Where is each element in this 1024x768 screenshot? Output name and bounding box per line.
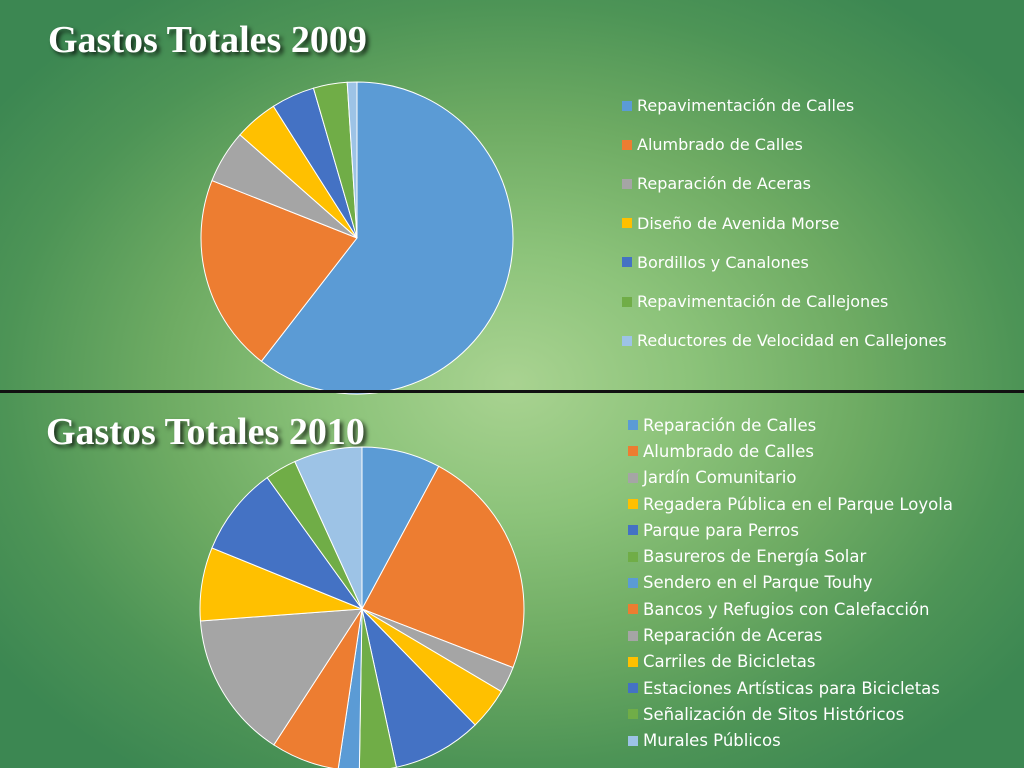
legend-label: Carriles de Bicicletas: [643, 652, 816, 672]
legend-swatch: [622, 335, 632, 346]
legend-label: Diseño de Avenida Morse: [637, 213, 840, 233]
legend-swatch: [628, 577, 638, 588]
legend-item: Alumbrado de Calles: [622, 125, 947, 164]
legend-label: Bordillos y Canalones: [637, 252, 809, 272]
legend-item: Repavimentación de Calles: [622, 86, 947, 125]
legend-item: Jardín Comunitario: [628, 465, 953, 491]
legend-swatch: [622, 218, 632, 229]
legend-swatch: [628, 420, 638, 431]
pie-chart-2009: [200, 81, 514, 395]
legend-item: Señalización de Sitos Históricos: [628, 701, 953, 727]
legend-label: Repavimentación de Callejones: [637, 292, 889, 312]
legend-item: Reductores de Velocidad en Callejones: [622, 321, 947, 360]
legend-item: Reparación de Aceras: [628, 622, 953, 648]
legend-label: Parque para Perros: [643, 520, 799, 540]
pie-slice: [199, 608, 363, 746]
chart-title-2010: Gastos Totales 2010: [46, 411, 365, 453]
legend-item: Estaciones Artísticas para Bicicletas: [628, 675, 953, 701]
legend-item: Reparación de Calles: [628, 412, 953, 438]
legend-label: Alumbrado de Calles: [643, 441, 815, 461]
legend-item: Basureros de Energía Solar: [628, 543, 953, 569]
legend-item: Parque para Perros: [628, 517, 953, 543]
legend-item: Diseño de Avenida Morse: [622, 204, 947, 243]
legend-swatch: [628, 551, 638, 562]
legend-label: Reparación de Aceras: [643, 626, 823, 646]
legend-swatch: [628, 499, 638, 510]
pie-slice: [361, 607, 476, 768]
legend-label: Alumbrado de Calles: [637, 135, 803, 155]
legend-swatch: [622, 139, 632, 150]
legend-item: Repavimentación de Callejones: [622, 282, 947, 321]
legend-swatch: [628, 656, 638, 667]
legend-label: Basureros de Energía Solar: [643, 547, 867, 567]
legend-label: Repavimentación de Calles: [637, 96, 855, 116]
legend-item: Bordillos y Canalones: [622, 243, 947, 282]
legend-label: Murales Públicos: [643, 731, 781, 751]
legend-item: Sendero en el Parque Touhy: [628, 570, 953, 596]
legend-swatch: [628, 735, 638, 746]
legend-label: Reparación de Aceras: [637, 174, 811, 194]
legend-swatch: [628, 683, 638, 694]
legend-label: Regadera Pública en el Parque Loyola: [643, 494, 953, 514]
legend-swatch: [622, 100, 632, 111]
legend-item: Reparación de Aceras: [622, 164, 947, 203]
legend-swatch: [622, 257, 632, 268]
pie-slice: [211, 476, 364, 611]
legend-swatch: [628, 709, 638, 720]
legend-swatch: [622, 296, 632, 307]
legend-swatch: [628, 604, 638, 615]
legend-item: Alumbrado de Calles: [628, 438, 953, 464]
pie-slice: [358, 608, 397, 768]
legend-2010: Reparación de Calles Alumbrado de Calles J…: [628, 412, 953, 754]
legend-label: Sendero en el Parque Touhy: [643, 573, 873, 593]
legend-item: Murales Públicos: [628, 728, 953, 754]
legend-item: Carriles de Bicicletas: [628, 649, 953, 675]
legend-swatch: [628, 472, 638, 483]
legend-swatch: [628, 630, 638, 641]
legend-label: Reparación de Calles: [643, 415, 817, 435]
pie-slice: [200, 179, 358, 362]
chart-title-2009: Gastos Totales 2009: [48, 19, 367, 61]
legend-label: Reductores de Velocidad en Callejones: [637, 331, 947, 351]
legend-item: Bancos y Refugios con Calefacción: [628, 596, 953, 622]
legend-item: Regadera Pública en el Parque Loyola: [628, 491, 953, 517]
pie-slice: [361, 465, 525, 669]
legend-swatch: [628, 525, 638, 536]
legend-label: Bancos y Refugios con Calefacción: [643, 599, 930, 619]
section-divider: [0, 390, 1024, 393]
pie-chart-2010: [199, 446, 525, 768]
pie-slice: [294, 446, 363, 610]
legend-label: Señalización de Sitos Históricos: [643, 704, 905, 724]
legend-swatch: [622, 178, 632, 189]
pie-slice: [346, 81, 358, 239]
legend-label: Estaciones Artísticas para Bicicletas: [643, 678, 940, 698]
legend-swatch: [628, 446, 638, 457]
legend-label: Jardín Comunitario: [643, 468, 797, 488]
pie-slice: [337, 608, 363, 768]
legend-2009: Repavimentación de Calles Alumbrado de Ca…: [622, 86, 947, 360]
